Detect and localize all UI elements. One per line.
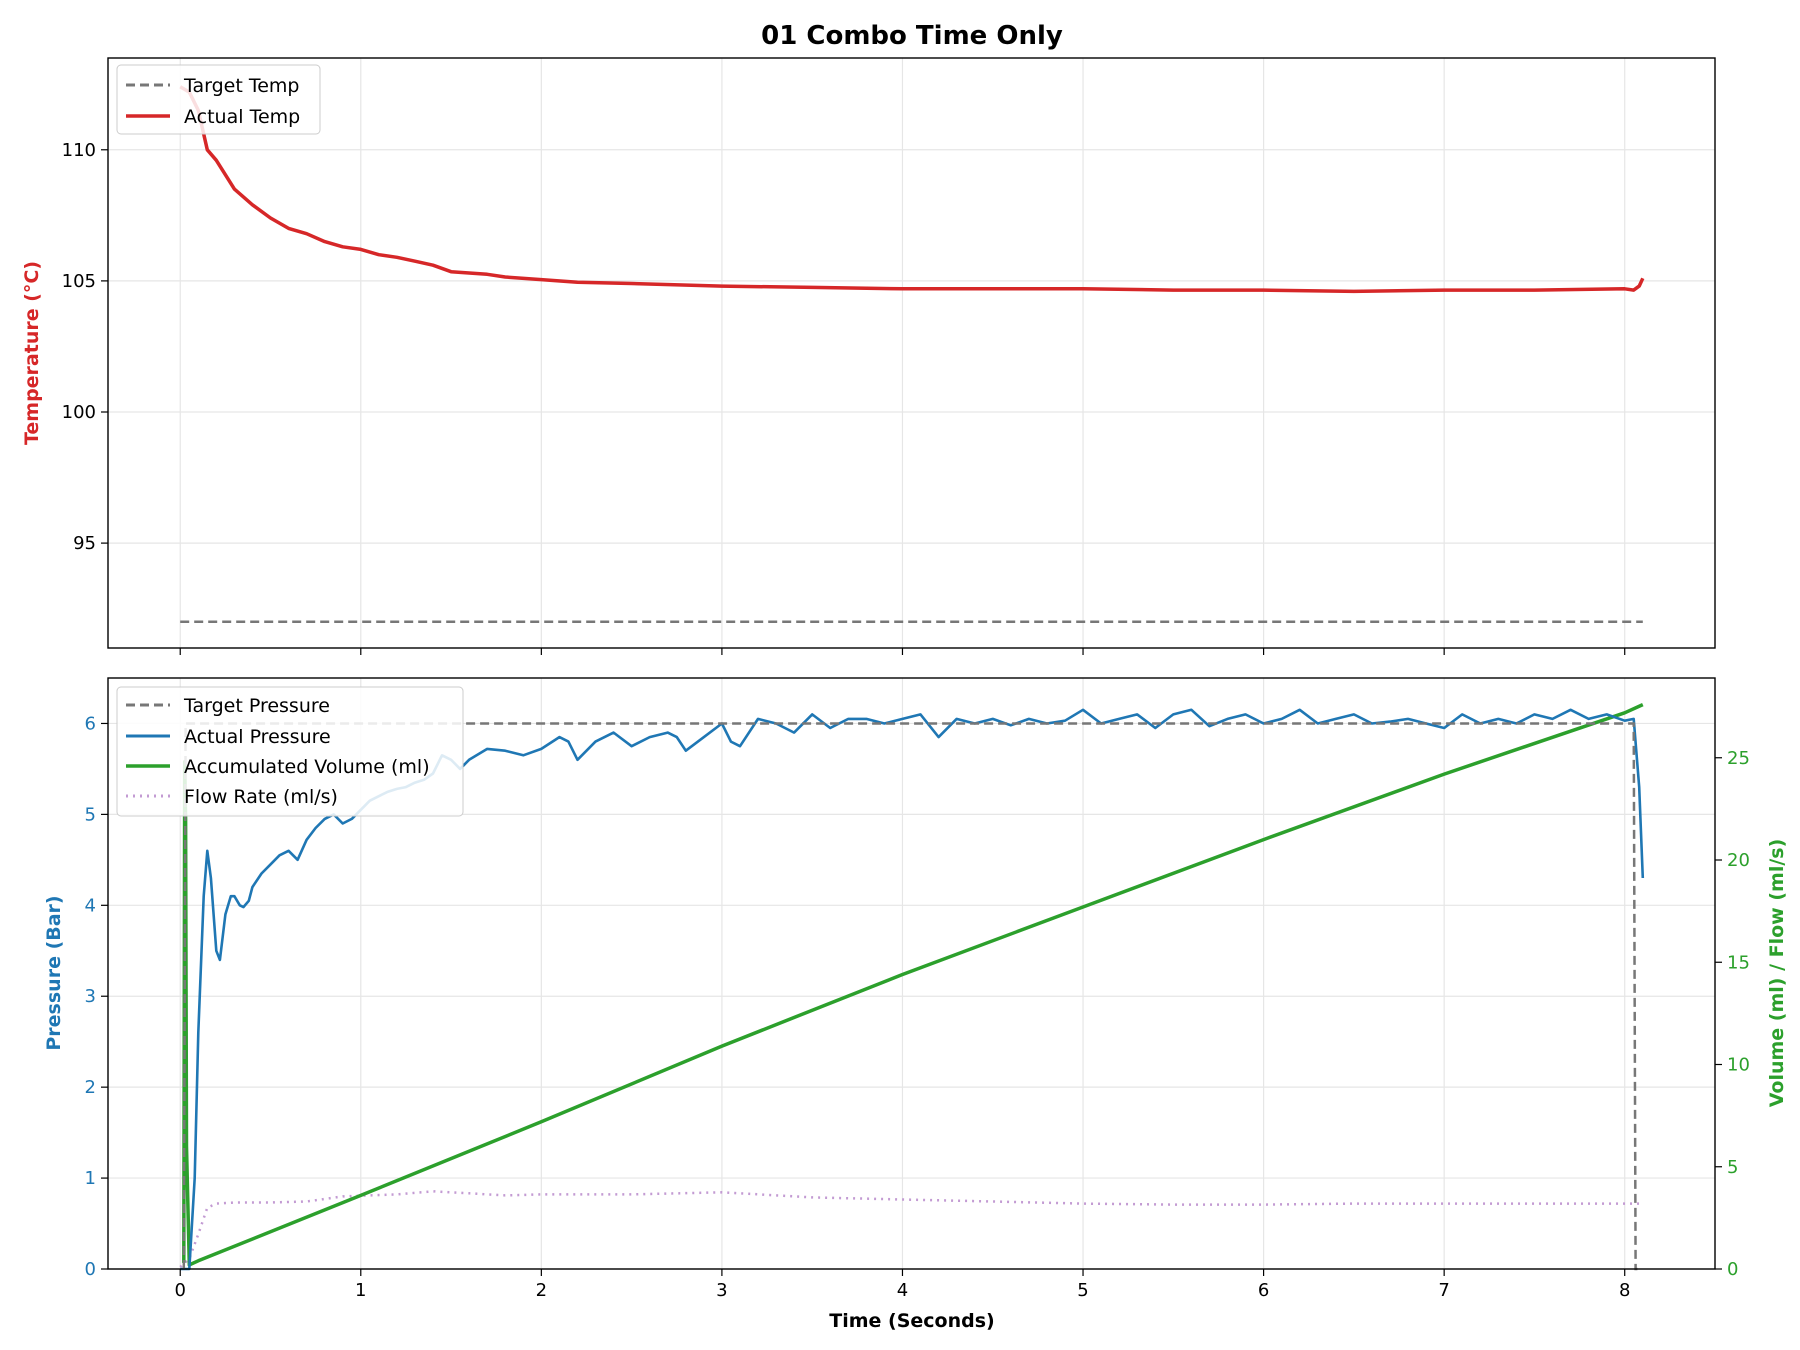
volume-tick-label: 25 — [1727, 748, 1750, 769]
actual-pressure-line — [180, 708, 1645, 1271]
actual-pressure-legend-label: Actual Pressure — [184, 726, 331, 748]
flow-legend-label: Flow Rate (ml/s) — [184, 786, 338, 808]
time-axis-title: Time (Seconds) — [829, 1310, 994, 1332]
time-tick-label: 4 — [897, 1280, 908, 1301]
time-tick-label: 8 — [1619, 1280, 1630, 1301]
bottom-panel-frame — [107, 677, 1716, 1270]
time-tick-label: 0 — [174, 1280, 185, 1301]
pressure-tick-label: 1 — [85, 1168, 96, 1189]
bottom-panel-ticks: 0 1 2 3 4 5 6 7 8 0 1 2 3 4 5 6 0 5 10 15 20 25 — [85, 713, 1750, 1301]
time-tick-label: 6 — [1258, 1280, 1269, 1301]
temperature-axis-title: Temperature (°C) — [21, 261, 43, 445]
time-tick-label: 3 — [716, 1280, 727, 1301]
chart-title: 01 Combo Time Only — [761, 21, 1063, 51]
volume-tick-label: 10 — [1727, 1055, 1750, 1076]
top-panel-frame — [107, 57, 1716, 649]
pressure-tick-label: 2 — [85, 1077, 96, 1098]
temperature-tick-label: 95 — [73, 533, 96, 554]
volume-tick-label: 5 — [1727, 1157, 1738, 1178]
top-panel-grid — [108, 58, 1715, 648]
time-tick-label: 7 — [1438, 1280, 1449, 1301]
target-temp-legend-label: Target Temp — [183, 75, 299, 97]
pressure-tick-label: 4 — [85, 895, 96, 916]
temperature-tick-label: 110 — [62, 140, 96, 161]
flow-rate-line — [179, 1190, 1643, 1268]
top-panel-series — [179, 85, 1645, 624]
bottom-legend: Target Pressure Actual Pressure Accumula… — [116, 686, 464, 817]
time-tick-label: 5 — [1077, 1280, 1088, 1301]
pressure-tick-label: 6 — [85, 713, 96, 734]
actual-temp-line — [179, 85, 1645, 294]
time-tick-label: 2 — [536, 1280, 547, 1301]
volume-tick-label: 20 — [1727, 850, 1750, 871]
pressure-axis-title: Pressure (Bar) — [43, 895, 65, 1050]
top-legend: Target Temp Actual Temp — [116, 64, 321, 135]
temperature-tick-label: 100 — [62, 402, 96, 423]
pressure-tick-label: 5 — [85, 804, 96, 825]
volume-tick-label: 0 — [1727, 1259, 1738, 1280]
target-pressure-legend-label: Target Pressure — [183, 695, 330, 717]
pressure-tick-label: 0 — [85, 1259, 96, 1280]
volume-flow-axis-title: Volume (ml) / Flow (ml/s) — [1766, 839, 1788, 1108]
pressure-tick-label: 3 — [85, 986, 96, 1007]
volume-legend-label: Accumulated Volume (ml) — [184, 756, 430, 778]
temperature-tick-label: 105 — [62, 271, 96, 292]
top-panel-ticks: 95 100 105 110 — [62, 140, 1626, 655]
volume-tick-label: 15 — [1727, 952, 1750, 973]
time-tick-label: 1 — [355, 1280, 366, 1301]
actual-temp-legend-label: Actual Temp — [184, 106, 300, 128]
bottom-legend-box — [116, 686, 464, 817]
